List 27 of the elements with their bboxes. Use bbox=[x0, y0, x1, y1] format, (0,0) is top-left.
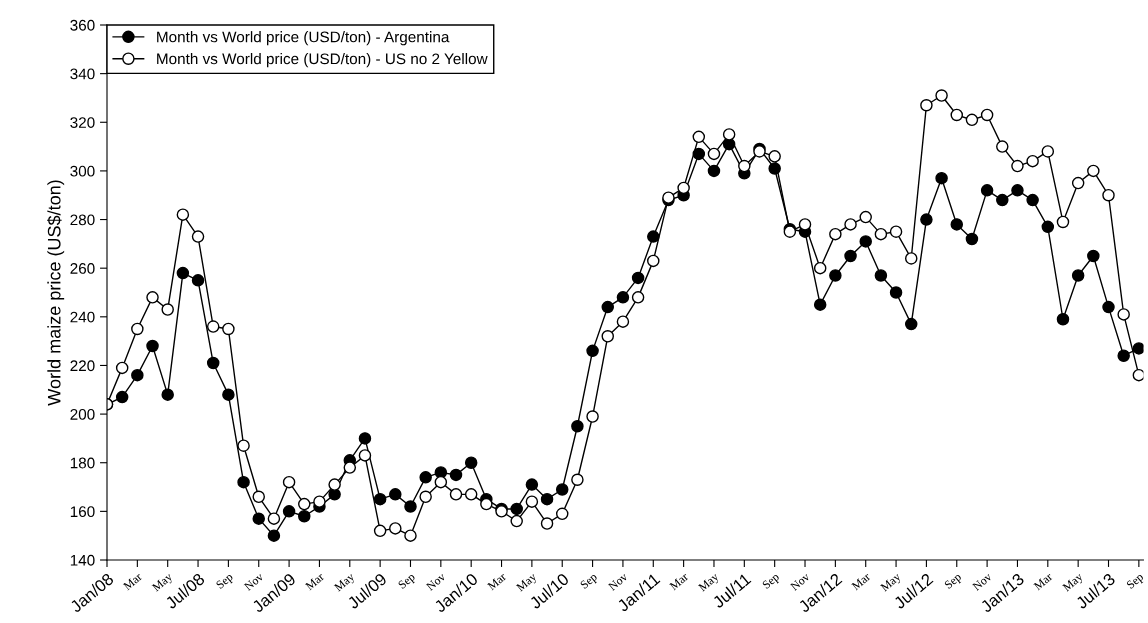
x-tick-label: Sep bbox=[579, 572, 600, 591]
x-tick-label: Sep bbox=[1126, 572, 1146, 591]
x-tick-label: Sep bbox=[397, 572, 418, 591]
y-axis-title: World maize price (US$/ton) bbox=[47, 180, 65, 406]
x-tick-label: Mar bbox=[487, 572, 507, 591]
y-tick-label: 220 bbox=[70, 360, 95, 372]
legend-label: Month vs World price (USD/ton) - Argentina bbox=[157, 31, 450, 46]
y-tick-label: 140 bbox=[70, 554, 95, 566]
x-tick-label: Sep bbox=[761, 572, 782, 591]
y-tick-label: 160 bbox=[70, 506, 95, 518]
x-tick-label: Sep bbox=[944, 572, 964, 591]
y-tick-label: 180 bbox=[70, 457, 95, 469]
y-tick-label: 360 bbox=[70, 19, 95, 31]
x-tick-label: Mar bbox=[122, 572, 143, 591]
x-tick-label: Mar bbox=[1033, 572, 1054, 591]
y-tick-label: 240 bbox=[70, 311, 95, 323]
y-tick-label: 260 bbox=[70, 263, 95, 274]
y-tick-label: 320 bbox=[70, 117, 95, 128]
y-tick-label: 340 bbox=[70, 68, 95, 80]
x-tick-label: Mar bbox=[669, 572, 689, 591]
x-tick-label: Sep bbox=[215, 572, 235, 591]
legend-label: Month vs World price (USD/ton) - US no 2 Yellow bbox=[157, 52, 488, 68]
y-tick-label: 200 bbox=[70, 408, 95, 420]
y-tick-label: 300 bbox=[70, 165, 95, 177]
x-tick-label: Mar bbox=[304, 572, 325, 591]
x-tick-label: Mar bbox=[851, 572, 871, 591]
y-tick-label: 280 bbox=[70, 214, 95, 226]
